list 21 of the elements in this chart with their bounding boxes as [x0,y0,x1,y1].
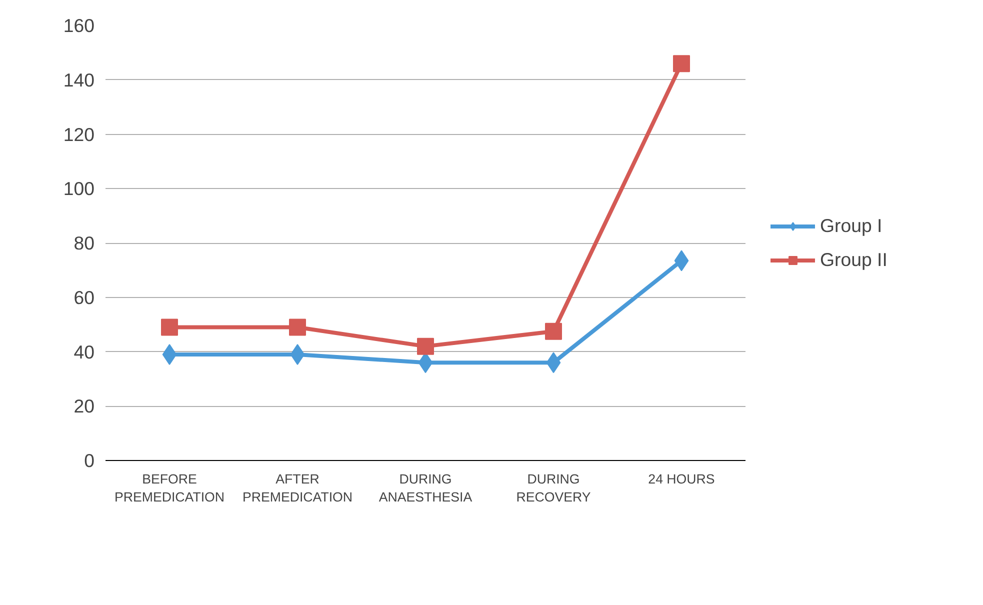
x-tick-label: 24 HOURS [648,472,715,486]
x-tick-label: BEFORE PREMEDICATION [114,472,225,504]
y-tick-label: 100 [63,178,95,200]
y-tick-label: 120 [63,124,95,145]
x-tick-label: DURING ANAESTHESIA [378,472,472,504]
point [417,338,434,355]
y-tick-label: 160 [63,15,95,36]
x-tick-label: AFTER PREMEDICATION [242,472,353,504]
x-tick-label: DURING RECOVERY [516,472,591,504]
point [289,318,306,336]
legend-label: Group I [820,214,882,236]
legend-label: Group II [820,248,888,270]
y-tick-label: 20 [74,396,95,417]
y-tick-label: 140 [63,69,95,90]
y-tick-label: 80 [74,232,95,254]
y-tick-label: 60 [74,286,95,308]
point [673,55,690,72]
point [545,322,562,340]
point [161,318,178,336]
y-tick-label: 40 [74,341,95,362]
y-tick-label: 0 [84,450,95,471]
